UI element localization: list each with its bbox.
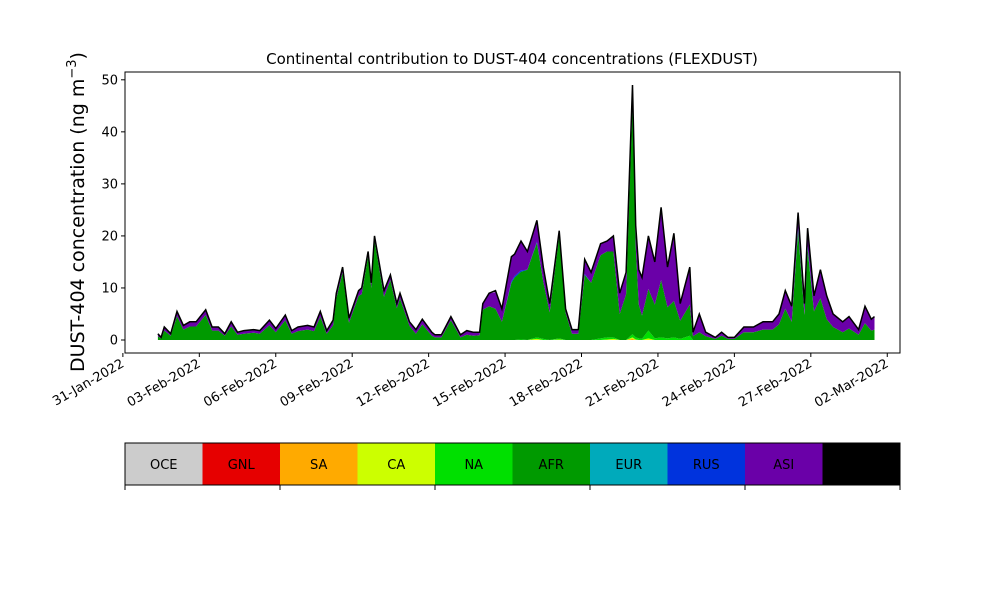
x-tick-label: 09-Feb-2022 <box>278 356 357 410</box>
legend-frame <box>124 442 901 486</box>
legend-label: AUS <box>848 458 875 473</box>
legend-label: RUS <box>693 458 720 473</box>
x-tick-label: 06-Feb-2022 <box>201 356 280 410</box>
legend-swatch-rus <box>667 443 746 485</box>
legend-swatch-oce <box>125 443 203 485</box>
x-tick-label: 21-Feb-2022 <box>583 356 662 410</box>
x-axis: 31-Jan-202203-Feb-202206-Feb-202209-Feb-… <box>50 353 891 411</box>
legend-swatch-asi <box>745 443 823 485</box>
legend-label: OCE <box>150 458 178 473</box>
x-tick-label: 18-Feb-2022 <box>507 356 586 410</box>
x-tick-label: 15-Feb-2022 <box>431 356 510 410</box>
x-tick-label: 03-Feb-2022 <box>125 356 204 410</box>
area-afr <box>157 102 875 340</box>
y-tick-label: 30 <box>101 177 118 192</box>
y-tick-label: 0 <box>110 333 118 348</box>
y-tick-label: 40 <box>101 125 118 140</box>
legend-label: GNL <box>228 458 256 473</box>
x-tick-label: 24-Feb-2022 <box>660 356 739 410</box>
legend-swatch-ca <box>357 443 436 485</box>
x-tick-label: 12-Feb-2022 <box>354 356 433 410</box>
legend-label: EUR <box>615 458 642 473</box>
legend-swatch-eur <box>590 443 668 485</box>
legend-label: AFR <box>539 458 564 473</box>
total-line <box>157 84 875 339</box>
y-axis-label: DUST-404 concentration (ng m−3) <box>65 52 89 372</box>
stacked-areas <box>157 85 875 340</box>
y-tick-label: 20 <box>101 229 118 244</box>
legend-swatch-sa <box>280 443 358 485</box>
legend-colorbar: OCE GNL SA CA NA AFR EUR RUS ASI AUS <box>124 442 901 490</box>
legend-label: NA <box>464 458 483 473</box>
y-axis: 0 10 20 30 40 50 <box>101 73 125 348</box>
legend-swatch-gnl <box>202 443 281 485</box>
x-tick-label: 02-Mar-2022 <box>812 356 891 410</box>
chart-title: Continental contribution to DUST-404 con… <box>266 50 758 68</box>
legend-swatch-afr <box>512 443 591 485</box>
y-tick-label: 10 <box>101 281 118 296</box>
legend-label: CA <box>387 458 405 473</box>
legend-label: SA <box>310 458 327 473</box>
x-tick-label: 27-Feb-2022 <box>736 356 815 410</box>
plot-frame <box>124 71 901 354</box>
legend-swatch-na <box>435 443 513 485</box>
legend-label: ASI <box>773 458 794 473</box>
legend-swatch-aus <box>822 443 901 485</box>
y-tick-label: 50 <box>101 73 118 88</box>
